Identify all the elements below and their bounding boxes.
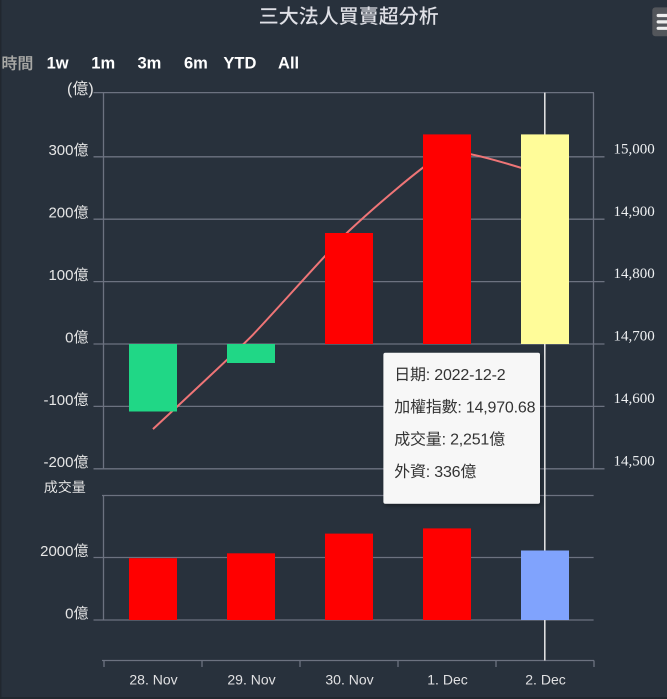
svg-text:(: ( [67, 81, 73, 98]
svg-text:14,600: 14,600 [614, 391, 655, 407]
svg-text:1. Dec: 1. Dec [427, 671, 467, 687]
svg-text:0: 0 [65, 329, 73, 346]
svg-text:200: 200 [48, 205, 73, 222]
svg-text:1m: 1m [91, 55, 115, 73]
svg-text:: 14,970.68: : 14,970.68 [457, 399, 535, 416]
svg-text:YTD: YTD [223, 55, 256, 73]
svg-text:All: All [278, 55, 299, 73]
svg-text:: 2,251: : 2,251 [442, 432, 490, 449]
svg-text:14,900: 14,900 [614, 204, 655, 220]
svg-text:14,700: 14,700 [614, 329, 655, 345]
svg-text:6m: 6m [184, 55, 208, 73]
svg-text:1w: 1w [47, 55, 69, 73]
svg-text:300: 300 [48, 142, 73, 159]
svg-text:29. Nov: 29. Nov [227, 671, 275, 687]
svg-text:0: 0 [65, 605, 73, 622]
svg-text:100: 100 [48, 267, 73, 284]
svg-text:: 2022-12-2: : 2022-12-2 [426, 367, 506, 384]
svg-text:15,000: 15,000 [614, 141, 655, 157]
svg-text:2. Dec: 2. Dec [525, 671, 565, 687]
svg-text:-100: -100 [43, 392, 73, 409]
svg-text:14,500: 14,500 [614, 453, 655, 469]
svg-text:28. Nov: 28. Nov [129, 671, 177, 687]
svg-text:14,800: 14,800 [614, 266, 655, 282]
svg-text:30. Nov: 30. Nov [325, 671, 373, 687]
svg-text:2000: 2000 [40, 543, 73, 560]
svg-text:: 336: : 336 [426, 464, 461, 481]
svg-text:3m: 3m [137, 55, 161, 73]
svg-text:-200: -200 [43, 454, 73, 471]
svg-text:): ) [88, 81, 93, 98]
